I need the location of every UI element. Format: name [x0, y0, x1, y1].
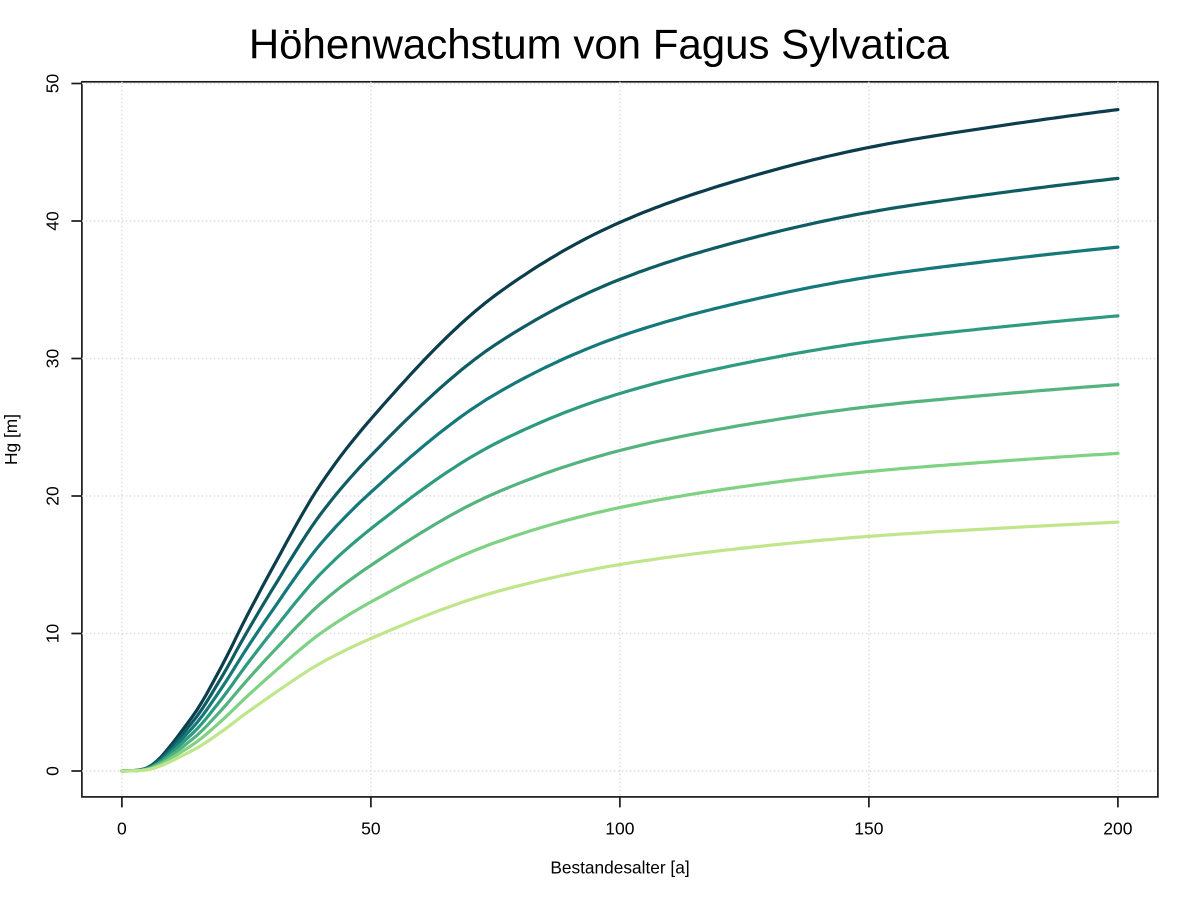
svg-text:0: 0 — [117, 819, 127, 839]
svg-text:Höhenwachstum von Fagus Sylvat: Höhenwachstum von Fagus Sylvatica — [249, 20, 950, 67]
svg-text:0: 0 — [43, 766, 63, 776]
svg-text:20: 20 — [43, 486, 63, 506]
svg-text:150: 150 — [854, 819, 883, 839]
svg-text:10: 10 — [43, 624, 63, 644]
svg-text:50: 50 — [361, 819, 381, 839]
svg-text:Hg [m]: Hg [m] — [1, 414, 21, 465]
svg-text:200: 200 — [1103, 819, 1132, 839]
svg-text:Bestandesalter [a]: Bestandesalter [a] — [550, 858, 689, 878]
svg-text:30: 30 — [43, 349, 63, 369]
svg-text:50: 50 — [43, 74, 63, 94]
svg-text:40: 40 — [43, 211, 63, 231]
svg-text:100: 100 — [605, 819, 634, 839]
